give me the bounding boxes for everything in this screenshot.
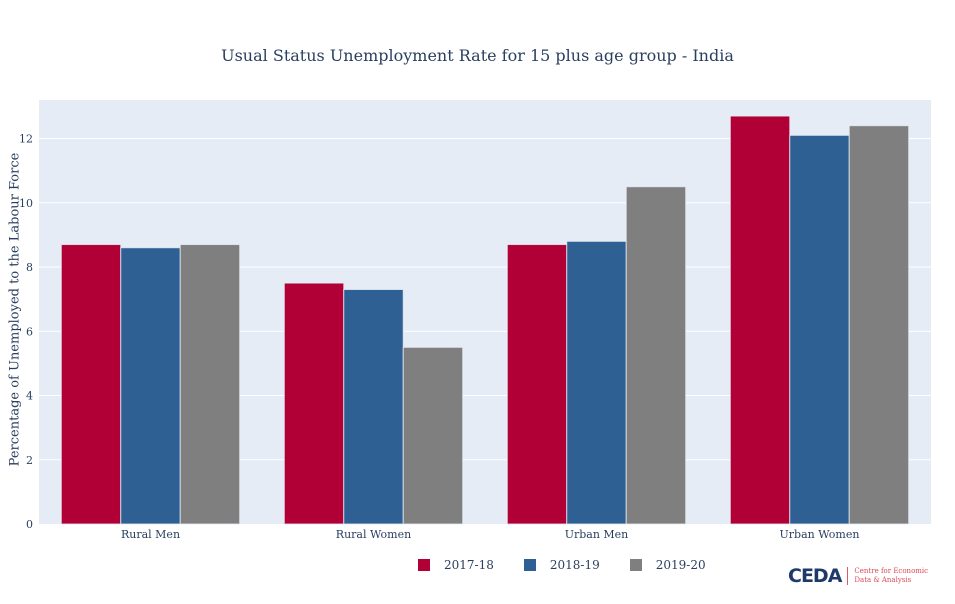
legend-item-2018-19[interactable]: 2018-19 <box>523 558 600 572</box>
bar-urban-men-2017-18[interactable] <box>506 244 568 525</box>
legend-swatch <box>523 559 536 571</box>
legend-item-2019-20[interactable]: 2019-20 <box>629 558 706 572</box>
legend-swatch <box>629 559 642 571</box>
bar-urban-men-2018-19[interactable] <box>566 240 627 525</box>
legend-swatch <box>418 559 430 571</box>
ceda-logo: CEDA Centre for Economic Data & Analysis <box>788 565 928 587</box>
logo-mark: CEDA <box>788 565 842 587</box>
bar-rural-women-2019-20[interactable] <box>402 346 464 525</box>
logo-line-1: Centre for Economic <box>854 567 929 575</box>
logo-divider <box>847 567 849 585</box>
bar-rural-women-2017-18[interactable] <box>283 282 345 525</box>
legend: 2017-18 2018-19 2019-20 <box>418 558 736 572</box>
bar-urban-men-2019-20[interactable] <box>625 186 687 525</box>
x-tick-label: Rural Women <box>336 528 411 541</box>
bar-rural-women-2018-19[interactable] <box>343 289 404 525</box>
logo-line-2: Data & Analysis <box>854 576 912 584</box>
bar-rural-men-2018-19[interactable] <box>120 247 181 525</box>
y-tick-label: 8 <box>26 261 33 274</box>
legend-item-2017-18[interactable]: 2017-18 <box>418 558 494 572</box>
y-tick-label: 12 <box>19 133 33 146</box>
logo-text: Centre for Economic Data & Analysis <box>854 567 928 585</box>
chart-title: Usual Status Unemployment Rate for 15 pl… <box>221 46 734 65</box>
legend-label: 2018-19 <box>549 558 600 572</box>
bar-urban-women-2017-18[interactable] <box>729 115 791 525</box>
y-tick-label: 10 <box>19 197 33 210</box>
x-tick-label: Urban Men <box>565 528 629 541</box>
y-tick-label: 0 <box>26 518 33 531</box>
x-tick-label: Rural Men <box>121 528 180 541</box>
bar-rural-men-2017-18[interactable] <box>60 244 122 525</box>
x-tick-label: Urban Women <box>780 528 860 541</box>
bar-urban-women-2018-19[interactable] <box>789 134 850 525</box>
bar-rural-men-2019-20[interactable] <box>179 244 241 525</box>
y-tick-label: 2 <box>26 454 33 467</box>
bar-urban-women-2019-20[interactable] <box>848 125 910 525</box>
legend-label: 2019-20 <box>655 558 706 572</box>
y-tick-label: 6 <box>26 325 33 338</box>
y-tick-label: 4 <box>26 390 33 403</box>
legend-label: 2017-18 <box>444 558 494 572</box>
